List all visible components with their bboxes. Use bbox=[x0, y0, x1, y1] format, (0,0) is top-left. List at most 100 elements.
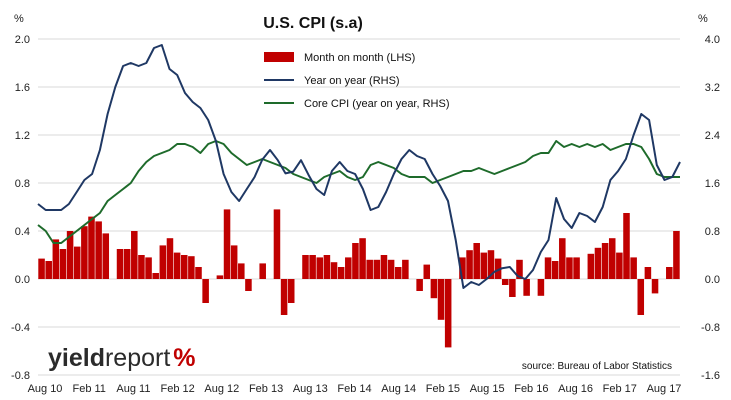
mom-bar bbox=[152, 273, 159, 279]
mom-bar bbox=[131, 231, 138, 279]
chart-title: U.S. CPI (s.a) bbox=[263, 15, 363, 32]
left-tick-label: 2.0 bbox=[15, 34, 30, 46]
left-axis-ticks: -0.8 -0.4 0.0 0.4 0.8 1.2 1.6 2.0 bbox=[11, 34, 30, 382]
mom-bar bbox=[159, 245, 167, 279]
left-axis-unit: % bbox=[14, 13, 24, 25]
mom-bar bbox=[73, 246, 81, 279]
legend: Month on month (LHS) Year on year (RHS) … bbox=[264, 52, 450, 110]
yieldreport-logo: yieldreport% bbox=[48, 344, 196, 372]
mom-bar bbox=[323, 255, 331, 279]
mom-bar bbox=[166, 238, 174, 279]
mom-bar bbox=[587, 253, 595, 279]
right-tick-label: 0.8 bbox=[705, 226, 720, 238]
mom-bar bbox=[280, 279, 288, 315]
left-tick-label: 0.4 bbox=[15, 226, 30, 238]
mom-bar bbox=[566, 257, 573, 279]
mom-bar bbox=[330, 262, 338, 279]
mom-bar bbox=[81, 226, 88, 279]
mom-bar bbox=[202, 279, 209, 303]
mom-bar bbox=[387, 259, 395, 279]
mom-bar bbox=[537, 279, 545, 296]
right-tick-label: 3.2 bbox=[705, 82, 720, 94]
mom-bar bbox=[509, 279, 516, 297]
x-tick-label: Aug 14 bbox=[381, 383, 416, 395]
x-tick-label: Aug 10 bbox=[28, 383, 63, 395]
right-tick-label: 2.4 bbox=[705, 130, 720, 142]
legend-label-yoy: Year on year (RHS) bbox=[304, 75, 400, 87]
x-tick-label: Aug 11 bbox=[116, 383, 150, 395]
mom-bar bbox=[345, 257, 352, 279]
logo-text: yieldreport% bbox=[48, 344, 196, 372]
mom-bar bbox=[494, 258, 502, 279]
right-tick-label: 0.0 bbox=[705, 274, 720, 286]
mom-bar bbox=[216, 275, 224, 279]
yoy-lines bbox=[37, 44, 681, 289]
x-tick-label: Aug 13 bbox=[293, 383, 328, 395]
core-cpi-line bbox=[37, 140, 680, 244]
x-tick-label: Aug 12 bbox=[204, 383, 239, 395]
left-tick-label: 1.2 bbox=[15, 130, 30, 142]
right-tick-label: 4.0 bbox=[705, 34, 720, 46]
x-tick-label: Feb 17 bbox=[603, 383, 637, 395]
mom-bar bbox=[473, 243, 480, 279]
mom-bar bbox=[523, 279, 530, 296]
month-on-month-bars bbox=[38, 209, 680, 348]
mom-bar bbox=[644, 267, 652, 279]
mom-bar bbox=[637, 279, 645, 315]
mom-bar bbox=[123, 249, 131, 279]
mom-bar bbox=[437, 279, 445, 320]
mom-bar bbox=[195, 267, 202, 279]
mom-bar bbox=[459, 257, 466, 279]
legend-label-core: Core CPI (year on year, RHS) bbox=[304, 98, 450, 110]
mom-bar bbox=[316, 257, 324, 279]
mom-bar bbox=[230, 245, 238, 279]
mom-bar bbox=[145, 257, 152, 279]
mom-bar bbox=[544, 257, 552, 279]
mom-bar bbox=[430, 279, 438, 299]
left-tick-label: 0.8 bbox=[15, 178, 30, 190]
right-tick-label: -1.6 bbox=[701, 370, 720, 382]
x-tick-label: Aug 15 bbox=[470, 383, 505, 395]
mom-bar bbox=[88, 216, 95, 279]
mom-bar bbox=[402, 259, 409, 279]
mom-bar bbox=[380, 255, 388, 279]
mom-bar bbox=[573, 257, 580, 279]
legend-label-mom: Month on month (LHS) bbox=[304, 52, 415, 64]
x-tick-label: Feb 16 bbox=[514, 383, 548, 395]
mom-bar bbox=[423, 264, 431, 279]
mom-bar bbox=[337, 267, 345, 279]
mom-bar bbox=[466, 250, 473, 279]
left-tick-label: -0.4 bbox=[11, 322, 30, 334]
mom-bar bbox=[180, 255, 188, 279]
mom-bar bbox=[102, 233, 110, 279]
left-tick-label: -0.8 bbox=[11, 370, 30, 382]
mom-bar bbox=[673, 231, 680, 279]
right-axis-ticks: -1.6 -0.8 0.0 0.8 1.6 2.4 3.2 4.0 bbox=[701, 34, 720, 382]
x-tick-label: Feb 14 bbox=[337, 383, 371, 395]
legend-swatch-mom bbox=[264, 52, 294, 62]
x-tick-label: Feb 13 bbox=[249, 383, 283, 395]
mom-bar bbox=[651, 279, 659, 294]
mom-bar bbox=[66, 231, 74, 279]
mom-bar bbox=[59, 249, 67, 279]
mom-bar bbox=[444, 279, 452, 348]
x-tick-label: Feb 11 bbox=[72, 383, 105, 395]
mom-bar bbox=[601, 243, 609, 279]
mom-bar bbox=[501, 279, 509, 285]
mom-bar bbox=[608, 238, 616, 279]
mom-bar bbox=[273, 209, 281, 279]
x-tick-label: Aug 17 bbox=[647, 383, 682, 395]
mom-bar bbox=[666, 267, 673, 279]
mom-bar bbox=[95, 221, 102, 279]
mom-bar bbox=[38, 258, 45, 279]
mom-bar bbox=[309, 255, 316, 279]
mom-bar bbox=[45, 261, 52, 279]
mom-bar bbox=[238, 263, 245, 279]
mom-bar bbox=[359, 238, 366, 279]
right-tick-label: -0.8 bbox=[701, 322, 720, 334]
x-axis-ticks: Aug 10 Feb 11 Aug 11 Feb 12 Aug 12 Feb 13 Aug … bbox=[28, 383, 682, 395]
mom-bar bbox=[52, 239, 60, 279]
right-tick-label: 1.6 bbox=[705, 178, 720, 190]
mom-bar bbox=[630, 257, 637, 279]
